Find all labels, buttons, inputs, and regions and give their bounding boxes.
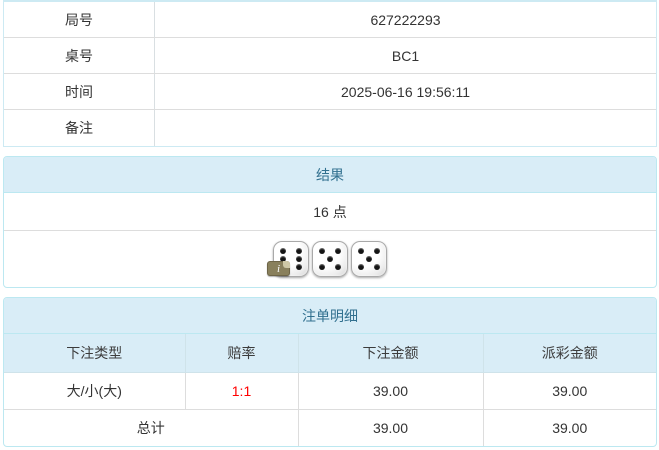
bet-amount-cell: 39.00 [297, 371, 484, 410]
bets-table: 下注类型 赔率 下注金额 派彩金额 大/小(大) 1:1 39.00 39.00… [4, 334, 656, 446]
die-1-face-6: i [267, 241, 309, 277]
table-id-label: 桌号 [4, 38, 155, 73]
die-pip [374, 264, 380, 270]
result-panel-title: 结果 [4, 157, 656, 193]
bet-type-cell: 大/小(大) [4, 371, 186, 410]
info-badge-icon[interactable]: i [267, 261, 290, 276]
dice-row: i [4, 231, 656, 287]
col-header-odds: 赔率 [184, 334, 299, 373]
time-value: 2025-06-16 19:56:11 [341, 83, 470, 100]
info-row-remark: 备注 [4, 110, 656, 146]
round-info-table: 局号 627222293 桌号 BC1 时间 2025-06-16 19:56:… [3, 0, 657, 147]
die-pip [335, 264, 341, 270]
die-pip [280, 256, 286, 262]
die-pip [319, 264, 325, 270]
payout-amount-cell: 39.00 [482, 371, 656, 410]
die-3-face-5 [351, 241, 387, 277]
die-pip [366, 256, 372, 262]
bets-panel-title: 注单明细 [4, 298, 656, 334]
bets-panel: 注单明细 下注类型 赔率 下注金额 派彩金额 大/小(大) 1:1 39.00 … [3, 297, 657, 447]
die-2-face-5 [312, 241, 348, 277]
die-pip [327, 256, 333, 262]
remark-value [155, 110, 656, 146]
total-row: 总计 39.00 39.00 [4, 408, 656, 446]
bets-header-row: 下注类型 赔率 下注金额 派彩金额 [4, 334, 656, 373]
die-pip [280, 248, 286, 254]
result-points: 16 点 [4, 193, 656, 231]
remark-label: 备注 [4, 110, 155, 146]
info-row-round: 局号 627222293 [4, 2, 656, 38]
die-pip [319, 248, 325, 254]
table-id-value: BC1 [391, 47, 420, 64]
total-bet-amount-cell: 39.00 [297, 408, 484, 446]
die-pip [296, 248, 302, 254]
bet-row: 大/小(大) 1:1 39.00 39.00 [4, 371, 656, 410]
col-header-bet-type: 下注类型 [4, 334, 186, 373]
die-pip [296, 264, 302, 270]
col-header-bet-amount: 下注金额 [297, 334, 484, 373]
die-pip [374, 248, 380, 254]
col-header-payout-amount: 派彩金额 [482, 334, 656, 373]
result-panel: 结果 16 点 i [3, 156, 657, 288]
info-row-time: 时间 2025-06-16 19:56:11 [4, 74, 656, 110]
round-id-label: 局号 [4, 2, 155, 37]
total-payout-amount-cell: 39.00 [482, 408, 656, 446]
die-pip [296, 256, 302, 262]
info-row-table: 桌号 BC1 [4, 38, 656, 74]
die-pip [358, 248, 364, 254]
die-pip [358, 264, 364, 270]
total-label-cell: 总计 [4, 408, 299, 446]
round-id-value: 627222293 [370, 11, 441, 28]
bet-odds-cell: 1:1 [184, 371, 299, 410]
time-label: 时间 [4, 74, 155, 109]
die-pip [335, 248, 341, 254]
